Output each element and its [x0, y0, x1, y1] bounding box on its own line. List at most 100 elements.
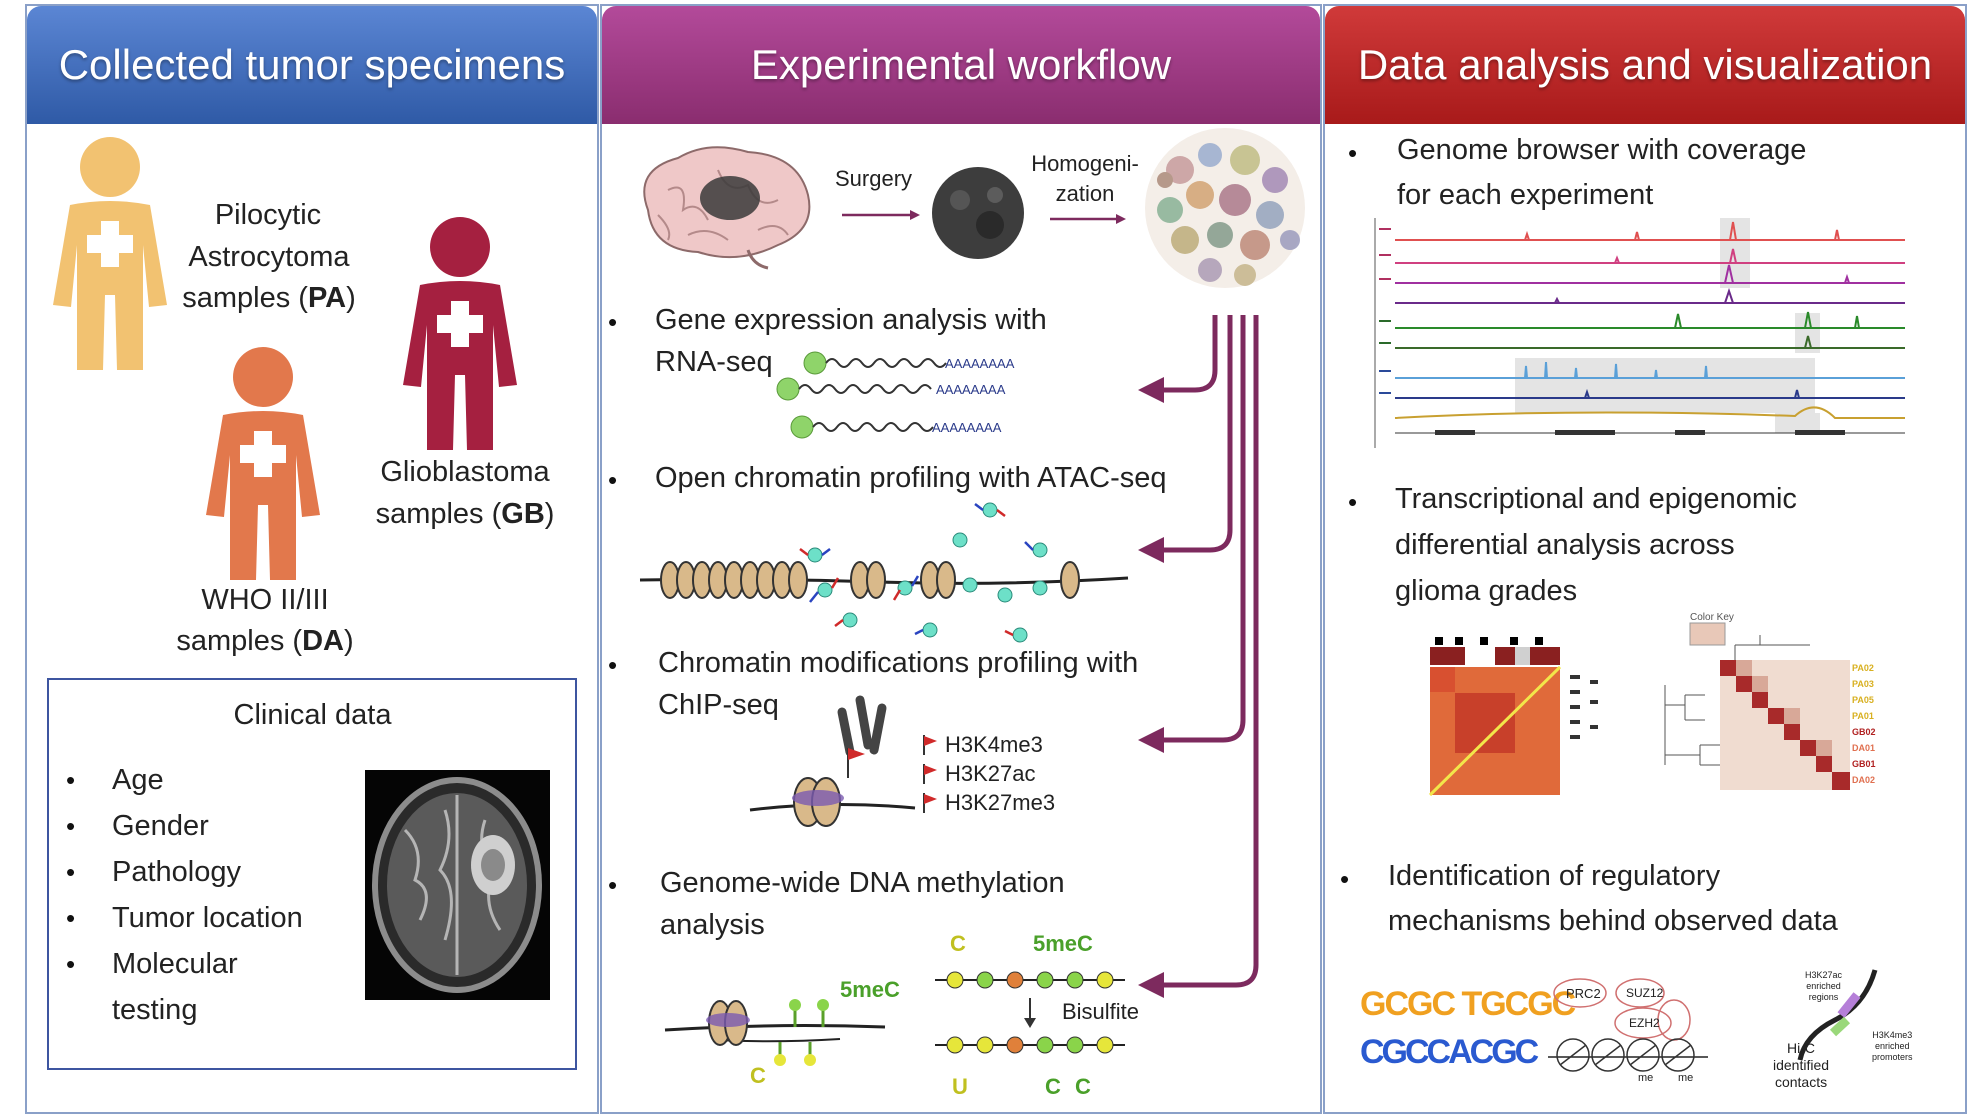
analysis-item3-line1: Identification of regulatory [1388, 860, 1721, 892]
chip-mark-h3k4me3: H3K4me3 [945, 732, 1043, 757]
bullet: • [66, 765, 76, 795]
homogenization-arrow [1050, 214, 1126, 224]
surgery-label: Surgery [835, 166, 913, 191]
da-label-1: WHO II/III [201, 584, 329, 616]
atac-title: Open chromatin profiling with ATAC-seq [655, 462, 1167, 494]
chip-nucleosome-icon [749, 695, 916, 827]
correlation-heatmap-2-image [1664, 622, 1850, 790]
bullet: • [66, 857, 76, 887]
bisulfite-conversion-icon [935, 971, 1125, 1054]
analysis-panel: Data analysis and visualization [1323, 4, 1967, 1114]
meth-title-1: Genome-wide DNA methylation [660, 867, 1065, 899]
heatmap2-label: PA02 [1852, 663, 1874, 673]
tissue-sample-icon [932, 167, 1024, 259]
pa-label-3: samples (PA) [182, 282, 356, 314]
chip-title-1: Chromatin modifications profiling with [658, 647, 1139, 679]
bullet: • [66, 811, 76, 841]
pa-label-1: Pilocytic [214, 199, 322, 231]
prc2-complex-icon [1548, 978, 1708, 1072]
chip-mark-h3k27me3: H3K27me3 [945, 790, 1056, 815]
hic-contacts-label: Hi-C identified contacts [1773, 1040, 1830, 1090]
surgery-arrow [842, 210, 920, 220]
polya-tail-1: AAAAAAAA [945, 356, 1015, 371]
analysis-item1-line1: Genome browser with coverage [1397, 134, 1807, 166]
flag-icon [923, 764, 937, 784]
meth-title-2: analysis [660, 909, 765, 941]
chip-title-2: ChIP-seq [658, 689, 779, 721]
methylation-nucleosome-icon [664, 999, 886, 1066]
analysis-item3-line2: mechanisms behind observed data [1388, 905, 1838, 937]
flag-icon [923, 793, 937, 813]
sequence-motif-2: CGCCACGC [1360, 1033, 1539, 1071]
heatmap2-label: DA02 [1852, 775, 1876, 785]
sequence-motif-1: GCGC TGCGC [1360, 985, 1576, 1023]
bullet: • [66, 949, 76, 979]
clinical-title: Clinical data [233, 699, 392, 731]
polya-tail-2: AAAAAAAA [936, 382, 1006, 397]
bullet: • [608, 307, 618, 337]
correlation-heatmap-1-image [1428, 637, 1598, 797]
mri-scan-image [365, 770, 550, 1000]
suz12-label: SUZ12 [1626, 986, 1664, 1000]
meth-c-label-4: C [1075, 1074, 1091, 1099]
prc2-label: PRC2 [1566, 986, 1601, 1001]
pa-label-2: Astrocytoma [188, 241, 350, 273]
brain-icon [643, 146, 811, 270]
heatmap2-label: DA01 [1852, 743, 1876, 753]
analysis-header: Data analysis and visualization [1325, 6, 1965, 124]
meth-c-label-2: C [950, 931, 966, 956]
bullet: • [608, 465, 618, 495]
cell-suspension-icon [1145, 128, 1305, 288]
bullet: • [1348, 138, 1358, 168]
pa-person-icon [53, 137, 167, 370]
meth-u-label: U [952, 1074, 968, 1099]
meth-5mec-label-1: 5meC [840, 977, 900, 1002]
heatmap2-label: PA05 [1852, 695, 1874, 705]
heatmap2-label: GB02 [1852, 727, 1876, 737]
clinical-item-molecular: Molecular [112, 948, 238, 980]
analysis-item1-line2: for each experiment [1397, 179, 1654, 211]
clinical-item-tumor-location: Tumor location [112, 902, 303, 934]
me-label-2: me [1678, 1072, 1694, 1084]
rna-title-1: Gene expression analysis with [655, 304, 1047, 336]
bullet: • [1348, 487, 1358, 517]
hic-contacts-icon [1797, 969, 1878, 1061]
bullet: • [66, 903, 76, 933]
heatmap2-row-labels: PA02 PA03 PA05 PA01 GB02 DA01 GB01 DA02 [1852, 660, 1876, 788]
h3k27ac-regions-label: H3K27ac enriched regions [1805, 970, 1843, 1002]
clinical-data-box [47, 678, 577, 1070]
heatmap2-label: PA03 [1852, 679, 1874, 689]
meth-c-label-3: C [1045, 1074, 1061, 1099]
chip-mark-h3k27ac: H3K27ac [945, 761, 1036, 786]
meth-c-label-1: C [750, 1063, 766, 1088]
heatmap2-label: GB01 [1852, 759, 1876, 769]
workflow-header: Experimental workflow [602, 6, 1320, 124]
homogenization-label-2: zation [1055, 181, 1115, 206]
analysis-item2-line2: differential analysis across [1395, 529, 1735, 561]
bullet: • [608, 870, 618, 900]
clinical-item-age: Age [112, 764, 164, 796]
ezh2-label: EZH2 [1629, 1016, 1660, 1030]
da-person-icon [206, 347, 320, 580]
bullet: • [1340, 864, 1350, 894]
genome-browser-tracks-image [1374, 218, 1915, 448]
clinical-item-testing: testing [112, 994, 198, 1026]
rna-title-2: RNA-seq [655, 346, 773, 378]
homogenization-label-1: Homogeni- [1031, 151, 1139, 176]
meth-5mec-label-2: 5meC [1033, 931, 1093, 956]
bisulfite-label: Bisulfite [1062, 999, 1140, 1024]
clinical-item-gender: Gender [112, 810, 209, 842]
gb-label-2: samples (GB) [375, 498, 555, 530]
gb-label-1: Glioblastoma [380, 456, 550, 488]
polya-tail-3: AAAAAAAA [932, 420, 1002, 435]
atac-chromatin-icon [639, 502, 1129, 643]
clinical-item-pathology: Pathology [112, 856, 241, 888]
flag-icon [923, 735, 937, 755]
color-key-label: Color Key [1690, 612, 1734, 623]
me-label-1: me [1638, 1072, 1654, 1084]
mrna-strands-icon: AAAAAAAA AAAAAAAA AAAAAAAA [776, 351, 1015, 439]
specimens-header: Collected tumor specimens [27, 6, 597, 124]
h3k4me3-promoters-label: H3K4me3 enriched promoters [1872, 1030, 1913, 1062]
bullet: • [608, 650, 618, 680]
analysis-item2-line1: Transcriptional and epigenomic [1395, 483, 1797, 515]
